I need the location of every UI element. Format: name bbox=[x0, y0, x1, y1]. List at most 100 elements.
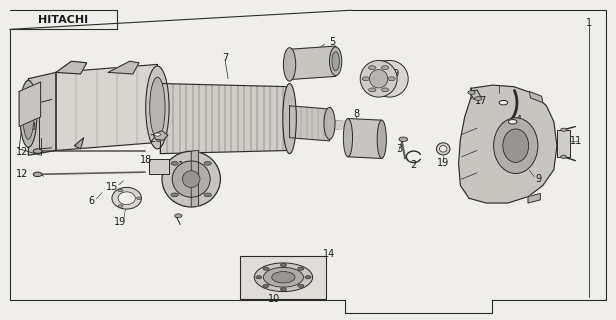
Ellipse shape bbox=[283, 48, 296, 81]
Ellipse shape bbox=[360, 60, 397, 97]
Circle shape bbox=[256, 276, 262, 279]
Text: 20: 20 bbox=[150, 134, 162, 144]
Ellipse shape bbox=[324, 108, 335, 139]
Circle shape bbox=[298, 267, 304, 270]
Polygon shape bbox=[290, 46, 336, 80]
Ellipse shape bbox=[150, 77, 165, 138]
Polygon shape bbox=[28, 72, 56, 155]
Polygon shape bbox=[458, 85, 557, 203]
Circle shape bbox=[155, 133, 161, 136]
Polygon shape bbox=[56, 64, 158, 150]
Circle shape bbox=[388, 77, 395, 81]
Text: 1: 1 bbox=[586, 18, 593, 28]
Circle shape bbox=[368, 88, 376, 92]
Circle shape bbox=[118, 205, 123, 207]
Text: 10: 10 bbox=[268, 293, 280, 304]
Ellipse shape bbox=[264, 268, 304, 287]
Circle shape bbox=[33, 172, 42, 177]
Circle shape bbox=[561, 128, 567, 131]
Circle shape bbox=[381, 88, 389, 92]
Ellipse shape bbox=[254, 263, 312, 292]
Bar bbox=[240, 256, 326, 299]
Circle shape bbox=[280, 288, 286, 291]
Text: 5: 5 bbox=[330, 37, 336, 47]
Bar bbox=[150, 159, 169, 174]
Text: 7: 7 bbox=[222, 53, 228, 63]
Polygon shape bbox=[108, 61, 139, 74]
Ellipse shape bbox=[343, 119, 352, 157]
Polygon shape bbox=[153, 131, 168, 140]
Ellipse shape bbox=[20, 80, 37, 147]
Circle shape bbox=[362, 77, 370, 81]
Circle shape bbox=[368, 66, 376, 69]
Ellipse shape bbox=[330, 47, 342, 76]
Text: 17: 17 bbox=[475, 96, 487, 106]
Polygon shape bbox=[333, 121, 370, 129]
Text: 8: 8 bbox=[353, 109, 359, 119]
Circle shape bbox=[204, 161, 211, 165]
Text: 19: 19 bbox=[388, 69, 400, 79]
Text: 15: 15 bbox=[107, 182, 119, 192]
Polygon shape bbox=[56, 61, 87, 74]
Circle shape bbox=[561, 155, 567, 158]
Ellipse shape bbox=[23, 88, 34, 139]
Polygon shape bbox=[528, 194, 540, 203]
Ellipse shape bbox=[371, 60, 408, 97]
Text: 9: 9 bbox=[535, 174, 541, 184]
Circle shape bbox=[171, 193, 179, 197]
Text: 12: 12 bbox=[16, 169, 28, 179]
Circle shape bbox=[508, 120, 517, 124]
Bar bbox=[557, 130, 570, 157]
Ellipse shape bbox=[182, 171, 200, 188]
Ellipse shape bbox=[146, 66, 169, 149]
Ellipse shape bbox=[283, 84, 296, 154]
Circle shape bbox=[298, 284, 304, 287]
Text: 19: 19 bbox=[437, 158, 449, 168]
Circle shape bbox=[174, 214, 182, 218]
Ellipse shape bbox=[437, 143, 450, 155]
Text: 16: 16 bbox=[178, 161, 190, 172]
Text: HITACHI: HITACHI bbox=[38, 15, 89, 25]
Ellipse shape bbox=[370, 69, 388, 88]
Ellipse shape bbox=[272, 271, 295, 283]
Polygon shape bbox=[348, 119, 382, 158]
Text: 4: 4 bbox=[516, 115, 522, 125]
Circle shape bbox=[305, 276, 311, 279]
Ellipse shape bbox=[440, 146, 447, 152]
Circle shape bbox=[468, 91, 475, 94]
Circle shape bbox=[118, 189, 123, 192]
Text: 3: 3 bbox=[396, 144, 402, 154]
Text: 11: 11 bbox=[570, 136, 582, 146]
Circle shape bbox=[499, 100, 508, 105]
Circle shape bbox=[381, 66, 389, 69]
Ellipse shape bbox=[493, 118, 538, 173]
Circle shape bbox=[204, 193, 211, 197]
Polygon shape bbox=[19, 82, 41, 126]
Polygon shape bbox=[75, 138, 84, 149]
Polygon shape bbox=[161, 84, 290, 154]
Ellipse shape bbox=[172, 161, 210, 197]
Ellipse shape bbox=[118, 192, 136, 204]
Ellipse shape bbox=[162, 151, 221, 207]
Ellipse shape bbox=[503, 129, 529, 162]
Circle shape bbox=[263, 267, 269, 270]
Circle shape bbox=[263, 284, 269, 287]
Circle shape bbox=[171, 161, 179, 165]
Text: 6: 6 bbox=[89, 196, 95, 206]
Circle shape bbox=[280, 264, 286, 267]
Circle shape bbox=[399, 137, 408, 141]
Circle shape bbox=[33, 149, 42, 153]
Ellipse shape bbox=[332, 52, 339, 71]
Ellipse shape bbox=[112, 188, 142, 209]
Polygon shape bbox=[290, 106, 330, 141]
Text: 12: 12 bbox=[16, 147, 28, 157]
Text: 2: 2 bbox=[411, 160, 417, 170]
Text: 14: 14 bbox=[323, 249, 336, 259]
Ellipse shape bbox=[377, 120, 386, 158]
Polygon shape bbox=[469, 90, 481, 100]
Text: 19: 19 bbox=[114, 217, 126, 227]
Text: 18: 18 bbox=[140, 155, 153, 165]
Circle shape bbox=[137, 197, 142, 199]
Polygon shape bbox=[191, 150, 198, 207]
Text: 13: 13 bbox=[25, 122, 38, 132]
